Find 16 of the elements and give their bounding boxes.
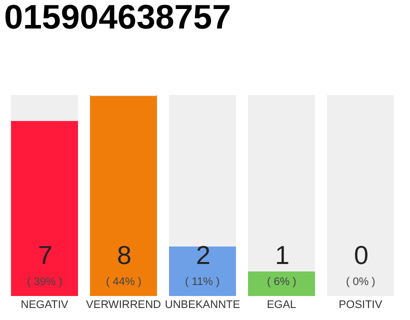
annotation: ( 11% ) [185,276,220,288]
data-label: 8 [117,240,132,270]
data-label: 2 [196,240,210,270]
annotation: ( 0% ) [346,276,376,288]
x-tick-label: EGAL [266,299,296,311]
x-tick-label: POSITIV [338,299,383,311]
annotation: ( 6% ) [267,276,296,288]
data-label: 7 [38,240,52,270]
x-tick-label: NEGATIV [20,299,69,311]
annotation: ( 39% ) [27,276,62,288]
data-label: 0 [354,240,368,270]
data-label: 1 [275,240,290,270]
annotation: ( 44% ) [106,276,142,288]
x-tick-label: UNBEKANNTE [164,299,240,311]
x-tick-label: VERWIRREND [86,299,162,311]
chart-title: 015904638757 [4,0,232,37]
